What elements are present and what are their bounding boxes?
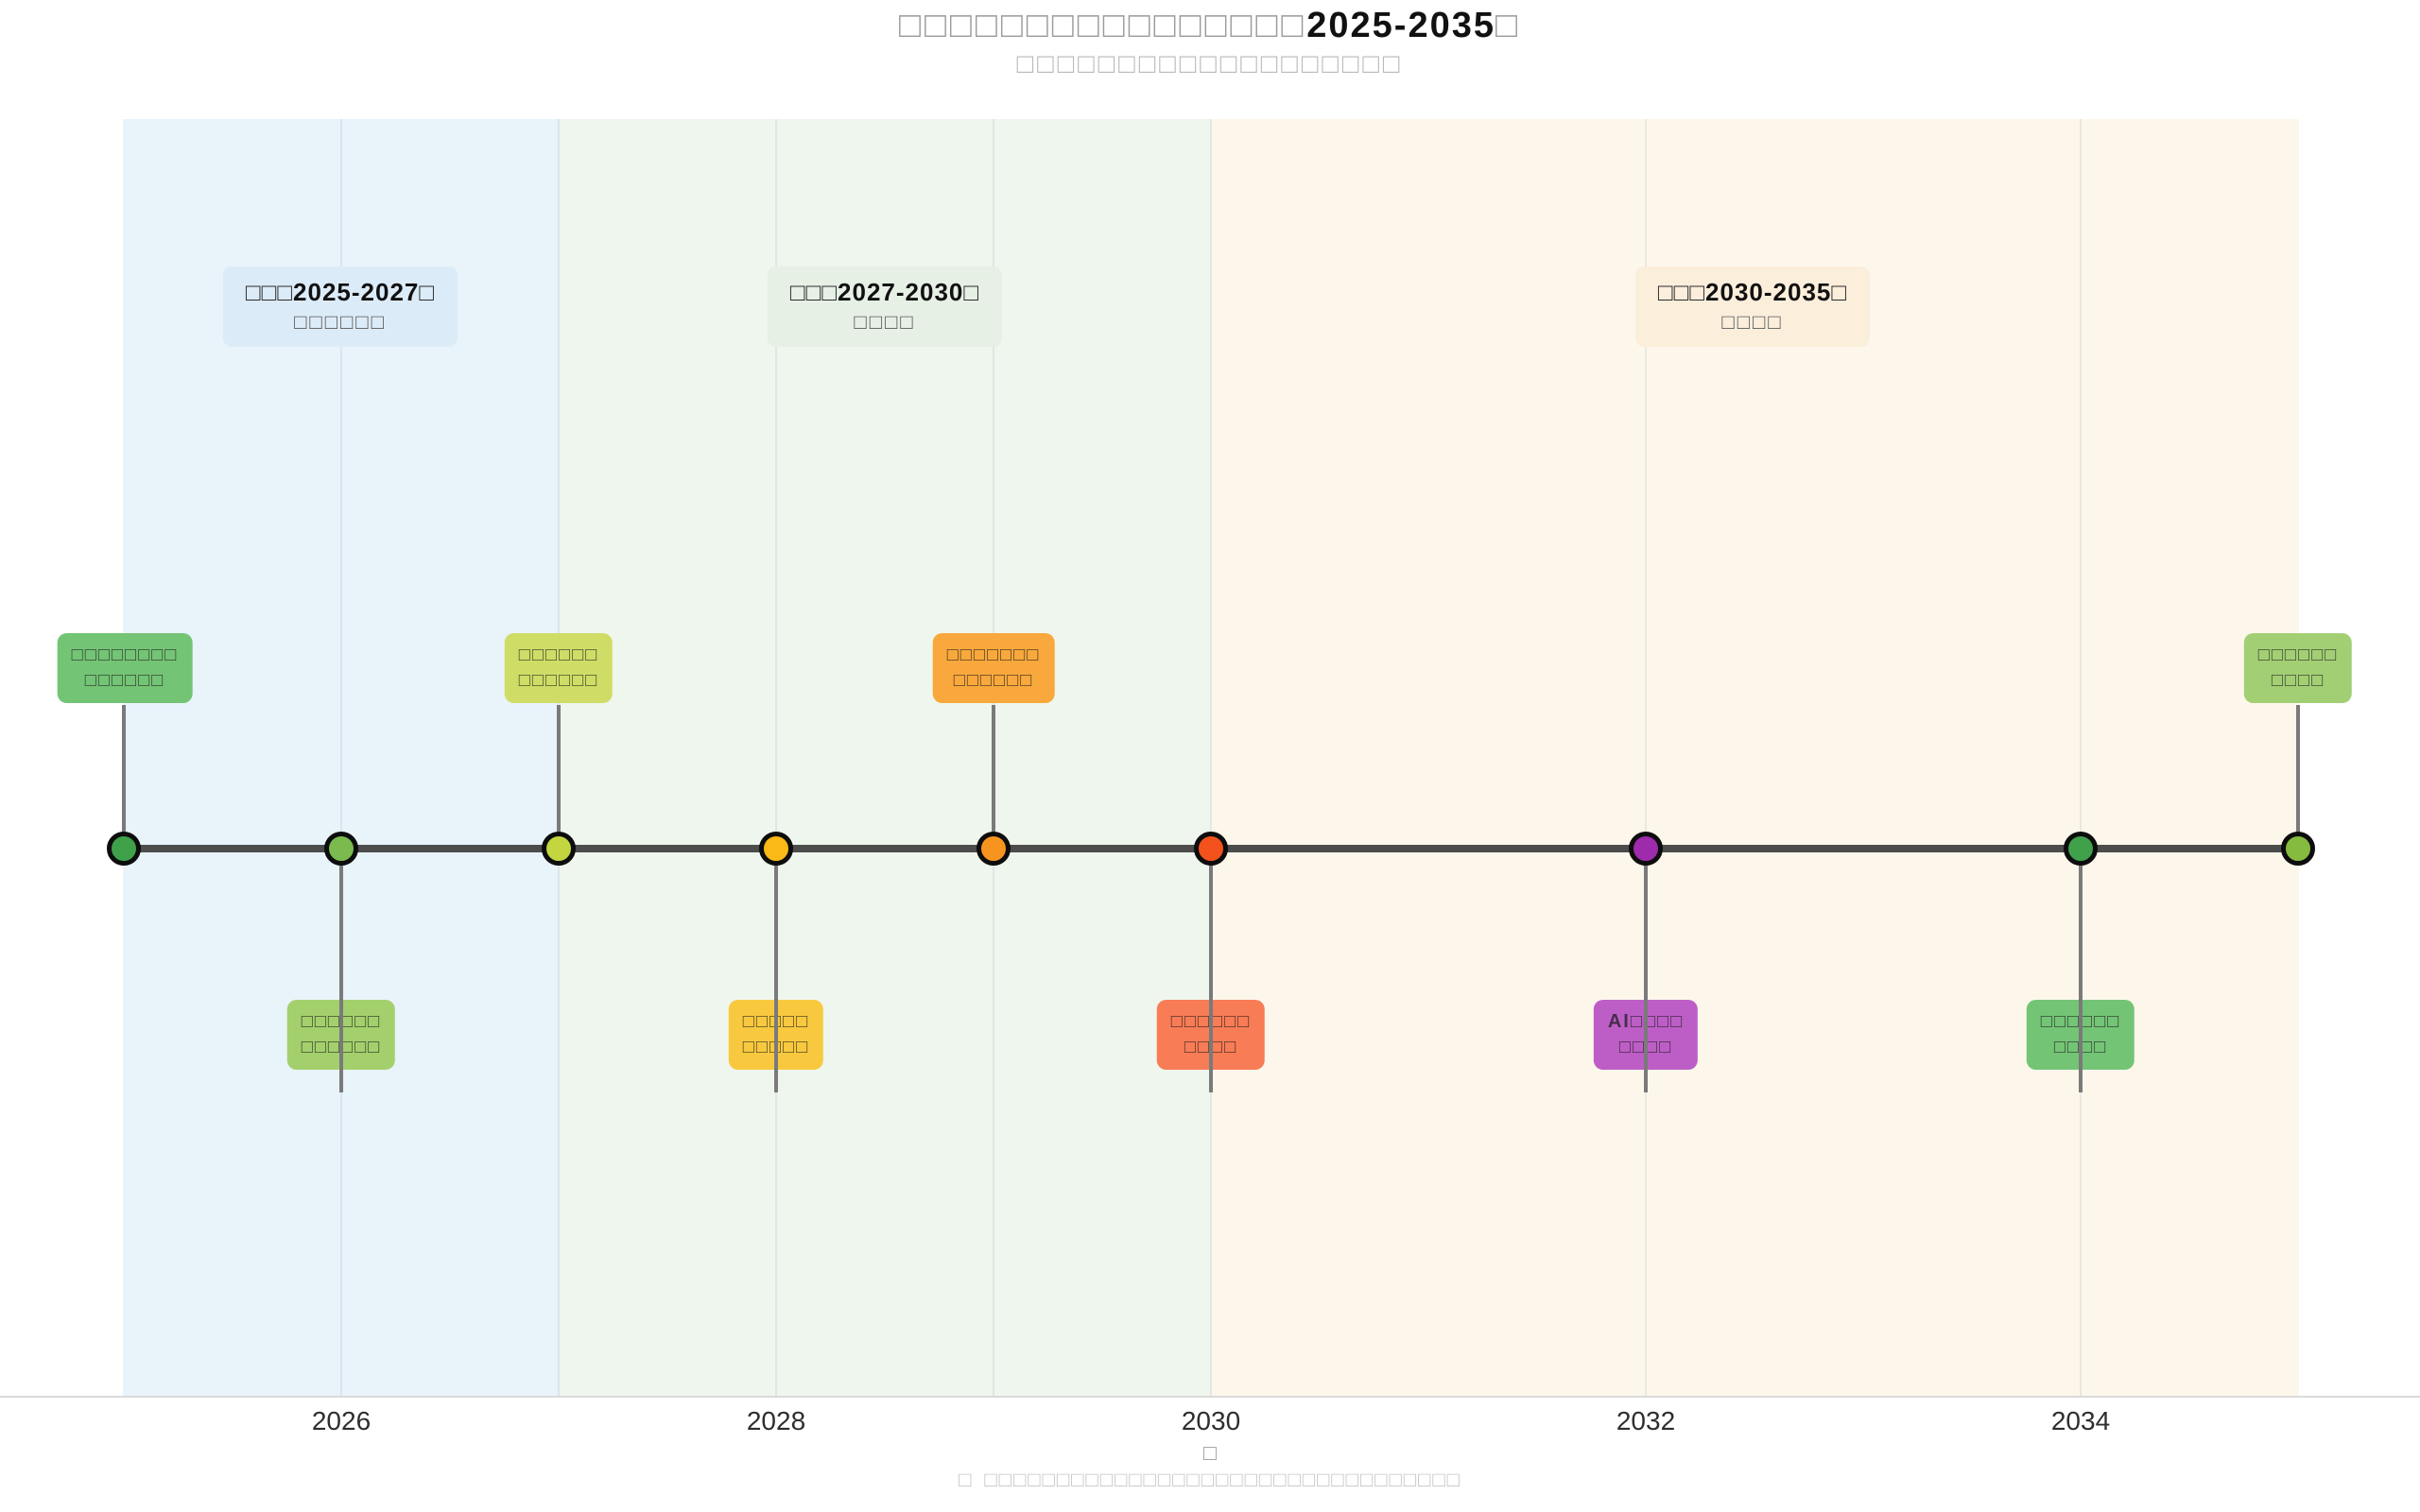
phase-label-2-line2: □□□□: [854, 310, 916, 334]
x-axis-line: [0, 1396, 2420, 1398]
event-connector-2032: [1644, 849, 1648, 1092]
gridline-2030: [1210, 119, 1212, 1396]
x-tick-2034: 2034: [2050, 1406, 2111, 1435]
gridline-2028: [775, 119, 777, 1396]
event-connector-2035: [2296, 705, 2300, 849]
gridline-2026: [340, 119, 342, 1396]
x-tick-2032: 2032: [1616, 1406, 1676, 1435]
phase-label-2: □□□2027-2030□ □□□□: [767, 266, 1003, 347]
event-connector-2025: [122, 705, 126, 849]
event-connector-2029: [992, 705, 995, 849]
timeline-node-2030: [1194, 832, 1228, 866]
timeline-node-2025: [107, 832, 141, 866]
event-connector-2028: [774, 849, 778, 1092]
x-axis-label: □: [1203, 1440, 1217, 1465]
timeline-node-2028: [759, 832, 793, 866]
x-tick-2026: 2026: [311, 1406, 372, 1435]
event-label-2035: □□□□□□ □□□□: [2243, 633, 2353, 703]
timeline-node-2034: [2064, 832, 2098, 866]
timeline-node-2029: [977, 832, 1011, 866]
phase-label-1-line1: □□□2025-2027□: [245, 278, 436, 306]
event-connector-2034: [2079, 849, 2083, 1092]
phase-label-3-line2: □□□□: [1721, 310, 1784, 334]
gridline-2034: [2080, 119, 2082, 1396]
title-range: 2025-2035: [1306, 6, 1495, 45]
x-tick-2030: 2030: [1181, 1406, 1241, 1435]
phase-label-1-line2: □□□□□□: [294, 310, 387, 334]
phase-label-3: □□□2030-2035□ □□□□: [1634, 266, 1871, 347]
title-prefix: □□□□□□□□□□□□□□□□: [899, 6, 1307, 45]
timeline-node-2035: [2281, 832, 2315, 866]
timeline-node-2027: [542, 832, 576, 866]
x-tick-2028: 2028: [746, 1406, 806, 1435]
footer-text: □□□□□□□□□□□□□□□□□□□□□□□□□□□□□□□□□: [984, 1468, 1461, 1491]
event-label-2029: □□□□□□□ □□□□□□: [932, 633, 1055, 703]
page-subtitle: □□□□□□□□□□□□□□□□□□□: [1016, 49, 1404, 79]
footer-note: □ □□□□□□□□□□□□□□□□□□□□□□□□□□□□□□□□□: [0, 1468, 2420, 1492]
footer-bullet: □: [959, 1468, 974, 1491]
timeline-node-2032: [1629, 832, 1663, 866]
event-label-2027: □□□□□□ □□□□□□: [504, 633, 614, 703]
event-connector-2026: [339, 849, 343, 1092]
title-suffix: □: [1495, 6, 1521, 45]
gridline-2032: [1645, 119, 1647, 1396]
phase-label-2-line1: □□□2027-2030□: [789, 278, 980, 306]
event-connector-2027: [557, 705, 561, 849]
phase-label-1: □□□2025-2027□ □□□□□□: [222, 266, 458, 347]
event-label-2025: □□□□□□□□ □□□□□□: [57, 633, 193, 703]
phase-label-3-line1: □□□2030-2035□: [1657, 278, 1848, 306]
timeline-node-2026: [324, 832, 358, 866]
event-connector-2030: [1209, 849, 1213, 1092]
page-title: □□□□□□□□□□□□□□□□2025-2035□: [0, 6, 2420, 46]
